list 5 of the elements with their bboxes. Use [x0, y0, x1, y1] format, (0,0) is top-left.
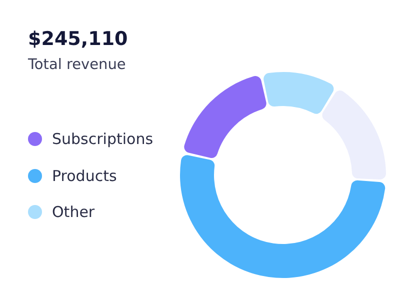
legend-label: Subscriptions [52, 130, 154, 148]
chart-subtitle: Total revenue [28, 57, 126, 73]
legend-label: Other [52, 203, 95, 222]
legend-label: Products [52, 166, 117, 185]
chart-title: $245,110 [28, 28, 128, 50]
